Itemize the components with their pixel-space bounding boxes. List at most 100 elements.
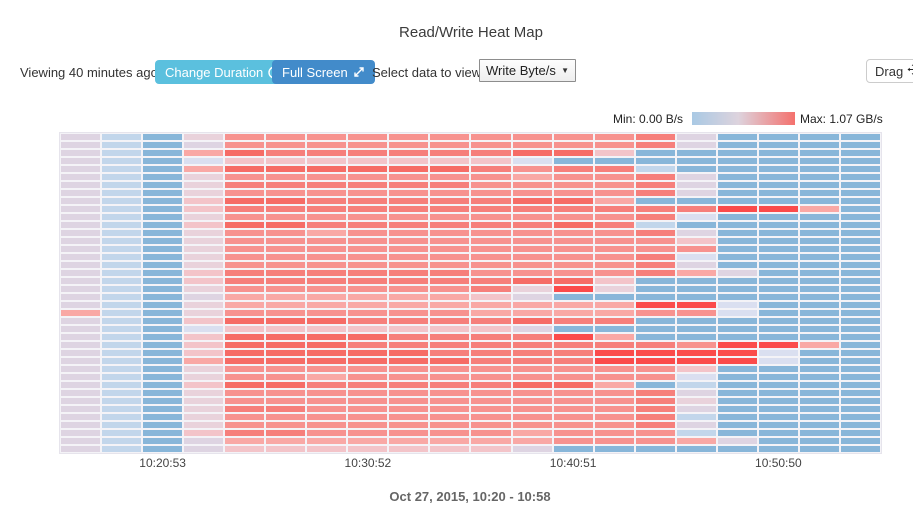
heatmap-cell[interactable] <box>143 214 183 220</box>
heatmap-cell[interactable] <box>635 182 675 188</box>
heatmap-cell[interactable] <box>676 358 716 364</box>
heatmap-cell[interactable] <box>471 166 511 172</box>
heatmap-cell[interactable] <box>348 166 388 172</box>
heatmap-cell[interactable] <box>840 294 880 300</box>
heatmap-cell[interactable] <box>225 374 265 380</box>
heatmap-cell[interactable] <box>184 278 224 284</box>
heatmap-cell[interactable] <box>102 262 142 268</box>
heatmap-cell[interactable] <box>389 318 429 324</box>
heatmap-cell[interactable] <box>307 414 347 420</box>
heatmap-cell[interactable] <box>512 406 552 412</box>
heatmap-cell[interactable] <box>553 414 593 420</box>
heatmap-cell[interactable] <box>266 358 306 364</box>
heatmap-cell[interactable] <box>799 326 839 332</box>
heatmap-cell[interactable] <box>799 150 839 156</box>
heatmap-cell[interactable] <box>635 270 675 276</box>
heatmap-cell[interactable] <box>348 310 388 316</box>
heatmap-cell[interactable] <box>430 398 470 404</box>
heatmap-cell[interactable] <box>594 430 634 436</box>
heatmap-cell[interactable] <box>143 182 183 188</box>
heatmap-cell[interactable] <box>184 190 224 196</box>
heatmap-cell[interactable] <box>594 294 634 300</box>
heatmap-cell[interactable] <box>184 406 224 412</box>
heatmap-cell[interactable] <box>758 190 798 196</box>
heatmap-cell[interactable] <box>348 246 388 252</box>
heatmap-cell[interactable] <box>307 318 347 324</box>
heatmap-cell[interactable] <box>143 142 183 148</box>
heatmap-cell[interactable] <box>512 214 552 220</box>
heatmap-cell[interactable] <box>389 374 429 380</box>
heatmap-cell[interactable] <box>61 158 101 164</box>
heatmap-cell[interactable] <box>61 422 101 428</box>
heatmap-cell[interactable] <box>512 134 552 140</box>
heatmap-cell[interactable] <box>758 142 798 148</box>
heatmap-cell[interactable] <box>717 142 757 148</box>
heatmap-cell[interactable] <box>348 294 388 300</box>
heatmap-cell[interactable] <box>553 366 593 372</box>
heatmap-cell[interactable] <box>512 326 552 332</box>
heatmap-cell[interactable] <box>266 382 306 388</box>
heatmap-cell[interactable] <box>61 262 101 268</box>
heatmap-cell[interactable] <box>389 406 429 412</box>
heatmap-cell[interactable] <box>184 430 224 436</box>
heatmap-cell[interactable] <box>143 254 183 260</box>
heatmap-cell[interactable] <box>471 310 511 316</box>
heatmap-cell[interactable] <box>635 406 675 412</box>
heatmap-cell[interactable] <box>512 374 552 380</box>
heatmap-cell[interactable] <box>471 334 511 340</box>
heatmap-cell[interactable] <box>102 406 142 412</box>
heatmap-cell[interactable] <box>143 150 183 156</box>
heatmap-cell[interactable] <box>430 350 470 356</box>
heatmap-cell[interactable] <box>348 214 388 220</box>
heatmap-cell[interactable] <box>553 158 593 164</box>
heatmap-cell[interactable] <box>553 174 593 180</box>
heatmap-cell[interactable] <box>348 286 388 292</box>
heatmap-cell[interactable] <box>225 430 265 436</box>
heatmap-cell[interactable] <box>758 326 798 332</box>
heatmap-cell[interactable] <box>512 286 552 292</box>
heatmap-cell[interactable] <box>512 422 552 428</box>
heatmap-cell[interactable] <box>676 230 716 236</box>
heatmap-cell[interactable] <box>102 254 142 260</box>
heatmap-cell[interactable] <box>512 174 552 180</box>
heatmap-cell[interactable] <box>676 254 716 260</box>
heatmap-cell[interactable] <box>758 182 798 188</box>
heatmap-cell[interactable] <box>758 262 798 268</box>
heatmap-cell[interactable] <box>389 342 429 348</box>
heatmap-cell[interactable] <box>594 438 634 444</box>
heatmap-cell[interactable] <box>840 382 880 388</box>
heatmap-cell[interactable] <box>225 182 265 188</box>
heatmap-cell[interactable] <box>799 246 839 252</box>
heatmap-cell[interactable] <box>840 398 880 404</box>
heatmap-cell[interactable] <box>430 358 470 364</box>
heatmap-cell[interactable] <box>225 414 265 420</box>
heatmap-cell[interactable] <box>594 350 634 356</box>
heatmap-cell[interactable] <box>389 134 429 140</box>
heatmap-cell[interactable] <box>717 286 757 292</box>
heatmap-cell[interactable] <box>389 382 429 388</box>
heatmap-cell[interactable] <box>840 150 880 156</box>
heatmap-cell[interactable] <box>553 342 593 348</box>
heatmap-cell[interactable] <box>635 198 675 204</box>
heatmap-cell[interactable] <box>471 278 511 284</box>
heatmap-cell[interactable] <box>717 134 757 140</box>
heatmap-cell[interactable] <box>799 446 839 452</box>
heatmap-cell[interactable] <box>389 222 429 228</box>
heatmap-cell[interactable] <box>799 294 839 300</box>
heatmap-cell[interactable] <box>553 198 593 204</box>
heatmap-cell[interactable] <box>348 350 388 356</box>
heatmap-cell[interactable] <box>758 230 798 236</box>
heatmap-cell[interactable] <box>676 366 716 372</box>
heatmap-cell[interactable] <box>717 398 757 404</box>
heatmap-cell[interactable] <box>635 438 675 444</box>
heatmap-cell[interactable] <box>635 150 675 156</box>
heatmap-cell[interactable] <box>553 278 593 284</box>
heatmap-cell[interactable] <box>471 318 511 324</box>
heatmap-cell[interactable] <box>61 414 101 420</box>
heatmap-cell[interactable] <box>143 350 183 356</box>
heatmap-cell[interactable] <box>348 406 388 412</box>
heatmap-cell[interactable] <box>102 174 142 180</box>
heatmap-cell[interactable] <box>717 422 757 428</box>
heatmap-cell[interactable] <box>184 398 224 404</box>
heatmap-cell[interactable] <box>266 310 306 316</box>
